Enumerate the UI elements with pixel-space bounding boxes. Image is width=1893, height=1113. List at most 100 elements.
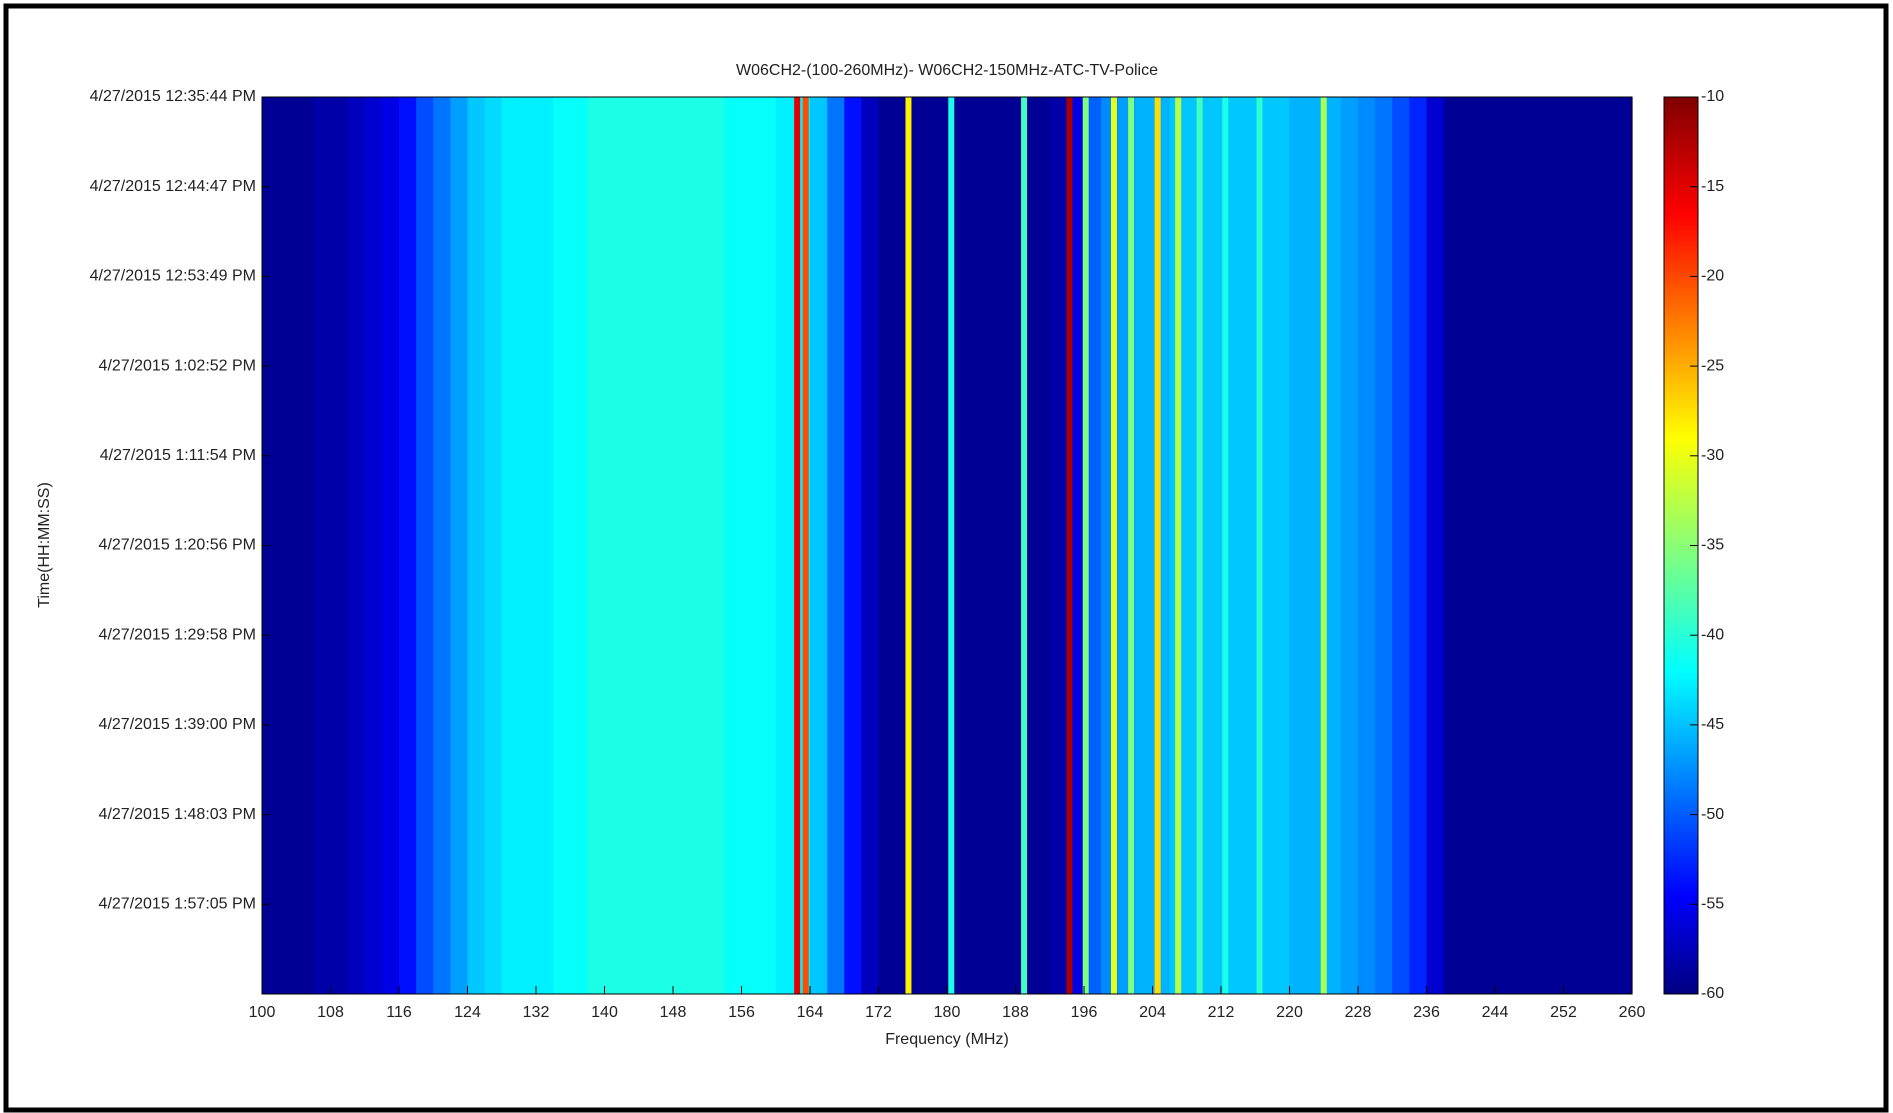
spectrum-band: [1409, 97, 1428, 994]
spectrum-band: [347, 97, 366, 994]
spectrum-band: [673, 97, 691, 994]
signal-line: [1110, 97, 1117, 994]
spectrum-band: [416, 97, 434, 994]
y-tick-label: 4/27/2015 1:39:00 PM: [99, 716, 256, 733]
y-tick-label: 4/27/2015 1:57:05 PM: [99, 896, 256, 913]
spectrum-band: [827, 97, 845, 994]
colorbar-tick-label: -55: [1701, 896, 1724, 913]
spectrum-band: [330, 97, 349, 994]
spectrum-band: [1426, 97, 1445, 994]
spectrum-band: [655, 97, 674, 994]
y-tick-label: 4/27/2015 1:29:58 PM: [99, 626, 256, 643]
y-tick-label: 4/27/2015 1:48:03 PM: [99, 806, 256, 823]
spectrum-band: [604, 97, 623, 994]
spectrum-band: [1495, 97, 1513, 994]
x-tick-label: 244: [1482, 1004, 1509, 1021]
spectrum-band: [1512, 97, 1530, 994]
signal-line: [1222, 97, 1229, 994]
spectrum-band: [1135, 97, 1154, 994]
x-tick-label: 132: [523, 1004, 550, 1021]
spectrum-band: [518, 97, 537, 994]
spectrum-band: [1460, 97, 1479, 994]
spectrum-band: [1306, 97, 1325, 994]
spectrum-band: [399, 97, 417, 994]
signal-line: [794, 97, 801, 994]
signal-line: [1175, 97, 1182, 994]
y-tick-label: 4/27/2015 12:53:49 PM: [90, 268, 256, 285]
spectrum-band: [621, 97, 640, 994]
x-tick-label: 212: [1208, 1004, 1235, 1021]
spectrum-band: [861, 97, 880, 994]
spectrum-band: [587, 97, 606, 994]
spectrum-band: [1049, 97, 1068, 994]
x-tick-label: 148: [660, 1004, 687, 1021]
signal-line: [1196, 97, 1203, 994]
spectrum-band: [364, 97, 383, 994]
colorbar-tick-label: -20: [1701, 268, 1724, 285]
colorbar-tick-label: -35: [1701, 537, 1724, 554]
spectrum-band: [1272, 97, 1291, 994]
spectrum-band: [1392, 97, 1410, 994]
spectrum-band: [553, 97, 571, 994]
spectrum-band: [1597, 97, 1616, 994]
colorbar-tick-label: -15: [1701, 178, 1724, 195]
spectrum-band: [433, 97, 451, 994]
signal-line: [1066, 97, 1073, 994]
spectrum-band: [929, 97, 948, 994]
spectrum-band: [1443, 97, 1462, 994]
x-tick-label: 180: [934, 1004, 961, 1021]
spectrum-band: [998, 97, 1017, 994]
spectrum-band: [810, 97, 828, 994]
spectrum-band: [1529, 97, 1547, 994]
signal-line: [1320, 97, 1327, 994]
colorbar-tick-label: -50: [1701, 806, 1724, 823]
chart-title: W06CH2-(100-260MHz)- W06CH2-150MHz-ATC-T…: [736, 62, 1158, 79]
x-tick-label: 140: [591, 1004, 618, 1021]
x-tick-label: 124: [454, 1004, 481, 1021]
x-tick-label: 260: [1619, 1004, 1646, 1021]
y-axis-label: Time(HH:MM:SS): [36, 482, 53, 608]
spectrum-band: [775, 97, 794, 994]
colorbar-tick-label: -25: [1701, 357, 1724, 374]
x-tick-label: 252: [1550, 1004, 1577, 1021]
spectrum-band: [724, 97, 743, 994]
colorbar-tick-label: -40: [1701, 626, 1724, 643]
x-tick-label: 172: [865, 1004, 892, 1021]
spectrum-band: [1032, 97, 1051, 994]
spectrum-band: [570, 97, 588, 994]
spectrum-band: [844, 97, 862, 994]
x-tick-label: 100: [249, 1004, 276, 1021]
y-tick-label: 4/27/2015 12:35:44 PM: [90, 88, 256, 105]
spectrum-band: [1340, 97, 1359, 994]
signal-line: [1154, 97, 1161, 994]
y-tick-label: 4/27/2015 1:20:56 PM: [99, 537, 256, 554]
spectrum-band: [964, 97, 982, 994]
spectrum-band: [296, 97, 314, 994]
spectrum-band: [1614, 97, 1633, 994]
y-tick-label: 4/27/2015 1:02:52 PM: [99, 357, 256, 374]
spectrum-band: [1358, 97, 1376, 994]
signal-line: [905, 97, 912, 994]
spectrum-band: [1375, 97, 1393, 994]
spectrum-band: [262, 97, 280, 994]
spectrum-band: [313, 97, 332, 994]
colorbar-tick-label: -60: [1701, 985, 1724, 1002]
y-tick-label: 4/27/2015 12:44:47 PM: [90, 178, 256, 195]
spectrum-band: [467, 97, 486, 994]
spectrum-band: [690, 97, 708, 994]
spectrum-band: [279, 97, 297, 994]
x-tick-label: 188: [1002, 1004, 1029, 1021]
spectrum-band: [536, 97, 554, 994]
colorbar-tick-label: -30: [1701, 447, 1724, 464]
x-tick-label: 116: [386, 1004, 412, 1021]
spectrum-band: [1563, 97, 1582, 994]
spectrum-band: [1238, 97, 1256, 994]
x-tick-label: 196: [1071, 1004, 1098, 1021]
spectrum-band: [707, 97, 725, 994]
spectrum-band: [878, 97, 897, 994]
signal-line: [1021, 97, 1028, 994]
x-axis-label: Frequency (MHz): [885, 1031, 1009, 1048]
spectrum-band: [758, 97, 777, 994]
x-tick-label: 108: [317, 1004, 344, 1021]
spectrum-band: [1203, 97, 1222, 994]
